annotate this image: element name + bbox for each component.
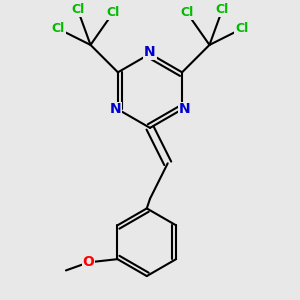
Text: Cl: Cl bbox=[71, 3, 84, 16]
Text: N: N bbox=[110, 102, 121, 116]
Text: Cl: Cl bbox=[106, 6, 120, 19]
Text: Cl: Cl bbox=[216, 3, 229, 16]
Text: O: O bbox=[82, 255, 94, 269]
Text: N: N bbox=[144, 45, 156, 59]
Text: Cl: Cl bbox=[180, 6, 194, 19]
Text: Cl: Cl bbox=[235, 22, 248, 35]
Text: Cl: Cl bbox=[52, 22, 65, 35]
Text: N: N bbox=[179, 102, 190, 116]
